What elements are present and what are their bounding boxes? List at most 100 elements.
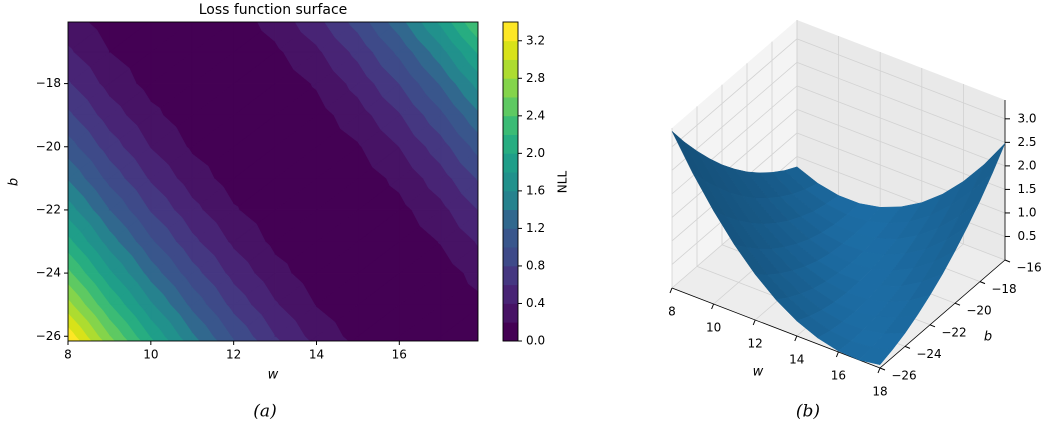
contour-band [150, 182, 167, 211]
x-tick [669, 287, 673, 294]
contour-band [399, 22, 418, 47]
x-tick-label: 12 [226, 348, 241, 362]
contour-band [119, 355, 136, 368]
colorbar-tick-label: 1.2 [526, 221, 545, 235]
contour-band [421, 22, 439, 31]
contour-band [109, 159, 120, 179]
contour-band [477, 54, 478, 56]
x-tick-label: 8 [64, 348, 72, 362]
contour-band [151, 362, 162, 367]
contour-band [68, 158, 80, 179]
y-tick-label: −18 [991, 282, 1016, 296]
contour-band [479, 210, 482, 215]
colorbar-band [503, 265, 518, 286]
contour-band [191, 232, 198, 243]
y-tick [1004, 259, 1011, 263]
z-tick-label: 2.0 [1017, 158, 1036, 172]
contour-band [324, 22, 352, 39]
contour-band [274, 22, 302, 50]
contour-band [176, 342, 192, 368]
y-tick [879, 367, 886, 371]
contour-band [89, 346, 109, 367]
contour-band [357, 22, 380, 46]
x-tick-label: 14 [309, 348, 324, 362]
contour-band [150, 237, 154, 243]
contour-band [68, 326, 74, 337]
colorbar-band [503, 22, 518, 42]
contour-band [191, 153, 209, 179]
contour-band [109, 268, 112, 274]
colorbar-band [503, 40, 518, 60]
colorbar-band [503, 303, 518, 323]
colorbar-band [503, 59, 518, 79]
grid-line [671, 38, 798, 148]
contour-band [109, 130, 120, 148]
contour-band [150, 337, 155, 341]
x-tick-label: 10 [143, 348, 158, 362]
axis-line [879, 259, 1006, 369]
grid-line [796, 38, 1006, 120]
contour-band [109, 350, 119, 366]
contour-band [68, 235, 72, 242]
contour-band [474, 241, 478, 246]
contour-band [68, 199, 74, 211]
caption: (b) [796, 402, 820, 422]
contour-band [102, 340, 104, 341]
contour-area [68, 22, 482, 368]
colorbar-tick-label: 0.0 [526, 334, 545, 348]
y-tick-label: −18 [36, 76, 61, 90]
contour-band [233, 248, 249, 274]
contour-band [192, 361, 205, 367]
y-tick [929, 324, 936, 328]
x-tick-label: 16 [831, 369, 846, 383]
contour-band [68, 298, 72, 306]
colorbar-tick-label: 1.6 [526, 183, 545, 197]
contour-band [326, 343, 358, 368]
contour-band [233, 313, 247, 337]
z-tick-label: 1.5 [1017, 182, 1036, 196]
z-tick-label: 1.0 [1017, 205, 1036, 219]
contour-band [233, 203, 239, 211]
contour-band [191, 22, 233, 53]
grid-line [671, 109, 798, 218]
contour-band [109, 366, 112, 367]
colorbar-band [503, 115, 518, 135]
y-tick [904, 345, 911, 349]
x-tick-label: 14 [789, 353, 804, 367]
y-tick-label: −22 [36, 202, 61, 216]
contour-band [191, 286, 203, 306]
contour-band [274, 254, 288, 274]
x-tick [877, 367, 881, 374]
contour-band [109, 95, 122, 116]
contour-band [150, 147, 169, 179]
contour-band [109, 22, 150, 53]
y-tick [979, 281, 986, 285]
caption: (a) [253, 402, 276, 422]
contour-band [191, 261, 200, 274]
x-tick [752, 319, 756, 326]
colorbar-label: NLL [556, 171, 570, 194]
contour-band [233, 22, 263, 53]
contour-band [452, 244, 478, 274]
colorbar-band [503, 97, 518, 117]
contour-band [234, 365, 239, 367]
contour-band [233, 283, 246, 306]
colorbar-tick-label: 2.0 [526, 146, 545, 160]
contour-band [234, 362, 237, 368]
contour-band [358, 362, 368, 368]
contour-band [191, 332, 195, 337]
contour-band [464, 22, 478, 31]
contour-band [475, 86, 478, 92]
colorbar-band [503, 172, 518, 192]
z-tick-label: 2.5 [1017, 135, 1036, 149]
x-axis-label: w [268, 368, 279, 383]
plot-frame [67, 21, 479, 342]
contour-band [316, 361, 330, 368]
pane [672, 20, 797, 288]
contour-band [150, 319, 161, 337]
contour-band [274, 335, 310, 341]
contour-band [109, 51, 130, 85]
y-tick-label: −26 [36, 329, 61, 343]
